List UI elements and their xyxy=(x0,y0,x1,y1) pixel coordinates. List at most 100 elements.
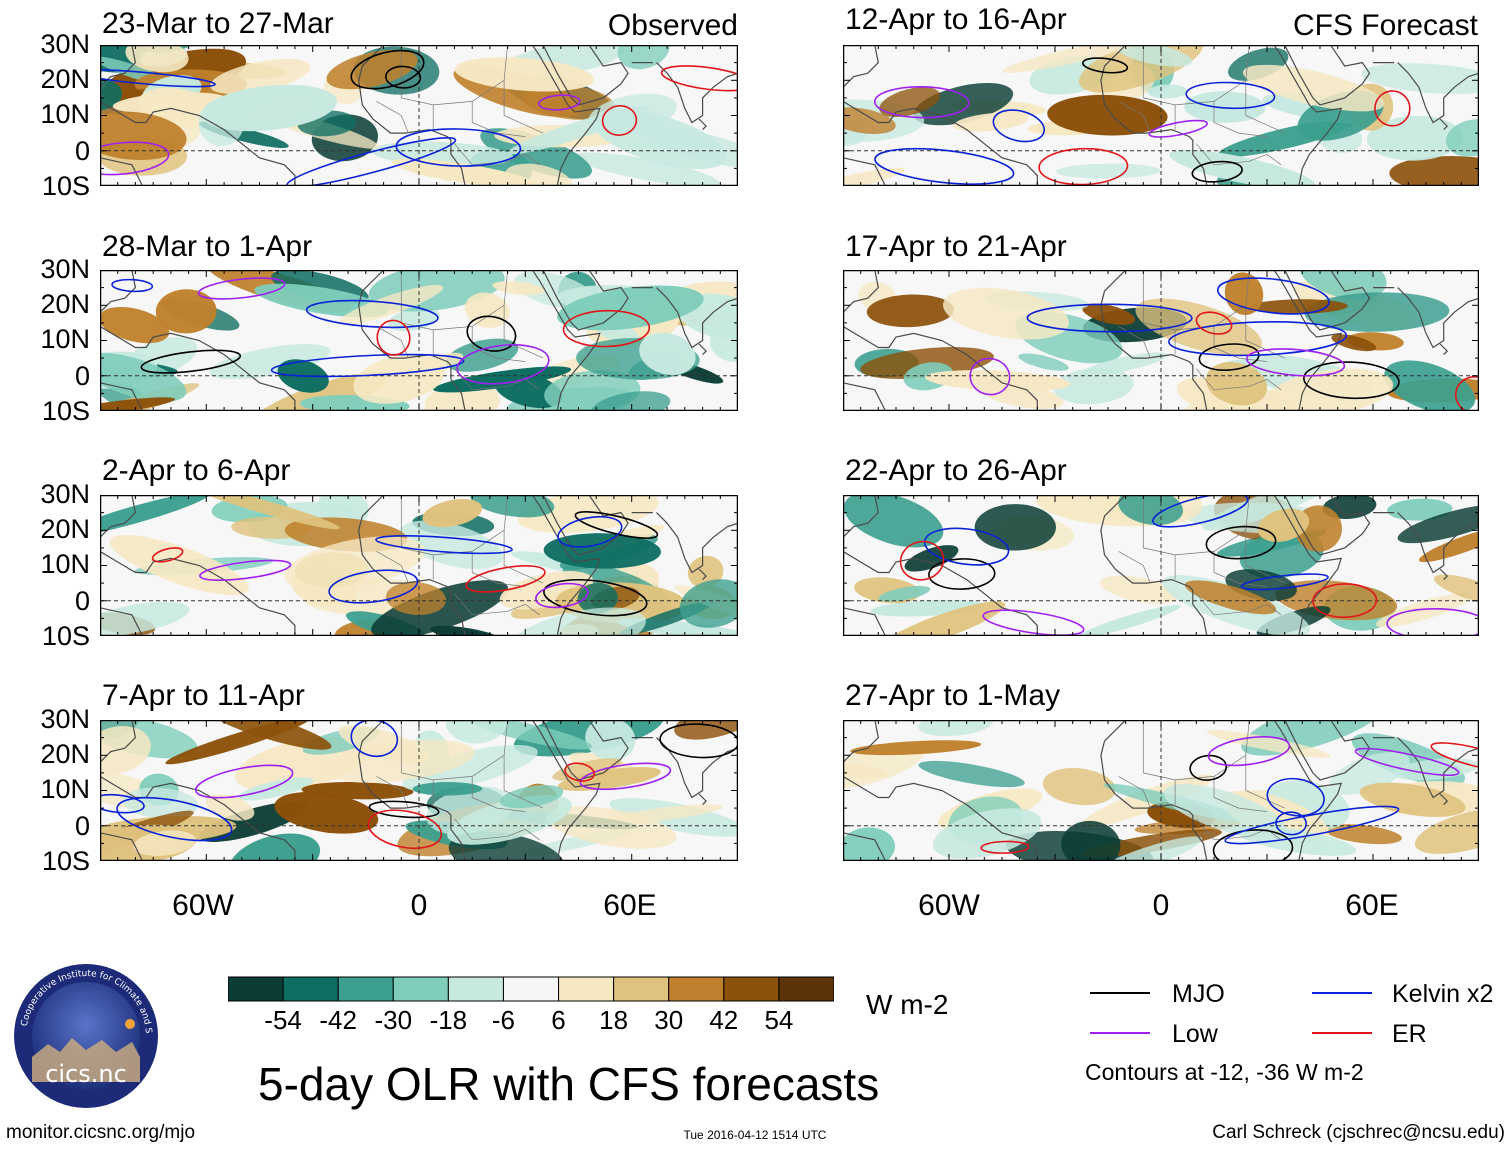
country-border xyxy=(400,720,508,781)
country-border xyxy=(400,45,508,106)
positive-olr-anomaly xyxy=(1359,782,1466,817)
panel-title: 12-Apr to 16-Apr xyxy=(845,3,1067,36)
positive-olr-anomaly xyxy=(1249,299,1348,314)
positive-olr-anomaly xyxy=(155,289,217,334)
country-border xyxy=(1213,551,1268,587)
logo-sun xyxy=(125,1019,135,1029)
country-border xyxy=(376,101,409,134)
er-contour xyxy=(376,319,411,356)
colorbar-swatch xyxy=(668,976,725,1002)
positive-olr-anomaly xyxy=(523,84,615,120)
colorbar xyxy=(228,976,834,1002)
kelvin-contour xyxy=(557,515,623,548)
logo-text: cics.nc xyxy=(45,1060,127,1088)
negative-olr-anomaly xyxy=(445,338,519,372)
kelvin-contour xyxy=(874,147,1015,185)
negative-olr-anomaly xyxy=(1018,353,1069,371)
positive-olr-anomaly xyxy=(953,112,1029,132)
negative-olr-anomaly xyxy=(1115,45,1193,67)
coastline xyxy=(843,495,879,538)
positive-olr-anomaly xyxy=(850,740,982,756)
colorbar-swatch xyxy=(337,976,394,1002)
coastline xyxy=(1439,343,1449,356)
negative-olr-anomaly xyxy=(254,283,389,318)
cfs-forecast-label: CFS Forecast xyxy=(1292,9,1478,42)
kelvin-contour xyxy=(1266,777,1325,817)
lat-tick: 10N xyxy=(40,774,90,804)
positive-olr-anomaly xyxy=(1242,64,1385,112)
coastline xyxy=(698,568,707,581)
positive-olr-anomaly xyxy=(133,830,196,856)
kelvin-contour xyxy=(328,569,419,604)
lat-tick: 0 xyxy=(74,361,90,391)
lon-tick: 60E xyxy=(603,889,657,922)
coastline xyxy=(698,793,707,806)
coastline xyxy=(1284,495,1371,556)
kelvin-contour xyxy=(116,796,233,842)
panel-title: 7-Apr to 11-Apr xyxy=(102,679,305,712)
positive-olr-anomaly xyxy=(1099,575,1179,604)
low-contour xyxy=(874,85,970,119)
negative-olr-anomaly xyxy=(843,495,944,548)
country-border xyxy=(1196,143,1282,166)
coastline xyxy=(656,287,738,349)
country-border xyxy=(1196,818,1282,841)
positive-olr-anomaly xyxy=(1414,808,1479,854)
colorbar-tick-label: 6 xyxy=(551,1005,566,1035)
positive-olr-anomaly xyxy=(1078,45,1204,93)
kelvin-contour xyxy=(1224,805,1400,845)
positive-olr-anomaly xyxy=(517,495,659,534)
coastline xyxy=(1439,568,1449,581)
coastline xyxy=(1273,45,1343,186)
coastline xyxy=(100,607,144,636)
low-contour xyxy=(535,582,589,609)
mjo-contour xyxy=(466,315,517,352)
positive-olr-anomaly xyxy=(1184,580,1277,615)
coastline xyxy=(542,45,629,106)
coastline xyxy=(698,118,707,131)
lon-tick: 0 xyxy=(1152,889,1170,922)
country-border xyxy=(1118,776,1151,809)
colorbar-tick-label: -18 xyxy=(429,1005,468,1035)
panel-title: 17-Apr to 21-Apr xyxy=(845,230,1067,263)
negative-olr-anomaly xyxy=(639,332,696,375)
positive-olr-anomaly xyxy=(879,87,941,118)
country-border xyxy=(1245,80,1285,134)
positive-olr-anomaly xyxy=(1331,334,1377,352)
positive-olr-anomaly xyxy=(326,49,418,90)
colorbar-tick-label: -54 xyxy=(264,1005,302,1035)
negative-olr-anomaly xyxy=(399,520,504,569)
colorbar-swatch xyxy=(447,976,504,1002)
coastline xyxy=(542,270,629,331)
lat-tick: 10N xyxy=(40,324,90,354)
coastline xyxy=(100,100,296,186)
coastline xyxy=(843,325,1038,411)
country-border xyxy=(1245,305,1285,359)
low-contour xyxy=(1246,348,1346,377)
negative-olr-anomaly xyxy=(617,45,670,70)
mjo-legend-line xyxy=(1090,992,1150,994)
low-contour xyxy=(1354,747,1460,777)
panel-title: 23-Mar to 27-Mar xyxy=(102,7,334,40)
er-contour xyxy=(1374,90,1411,127)
country-border xyxy=(376,551,409,584)
mjo-contour xyxy=(1189,754,1228,781)
low-contour xyxy=(197,277,286,300)
negative-olr-anomaly xyxy=(1446,119,1479,157)
positive-olr-anomaly xyxy=(338,284,444,325)
contour-note: Contours at -12, -36 W m-2 xyxy=(1085,1059,1364,1085)
lon-tick: 60W xyxy=(918,889,980,922)
coastline xyxy=(531,270,601,411)
negative-olr-anomaly xyxy=(878,585,931,602)
coastline xyxy=(1284,270,1371,331)
coastline xyxy=(656,512,738,574)
kelvin-legend-label: Kelvin x2 xyxy=(1392,980,1494,1008)
footer-url[interactable]: monitor.cicsnc.org/mjo xyxy=(6,1122,196,1143)
olr-map xyxy=(100,495,738,636)
country-border xyxy=(471,776,526,812)
coastline xyxy=(843,270,879,313)
negative-olr-anomaly xyxy=(932,808,1042,859)
coastline xyxy=(531,720,601,861)
positive-olr-anomaly xyxy=(1002,45,1141,73)
country-border xyxy=(1142,270,1250,331)
